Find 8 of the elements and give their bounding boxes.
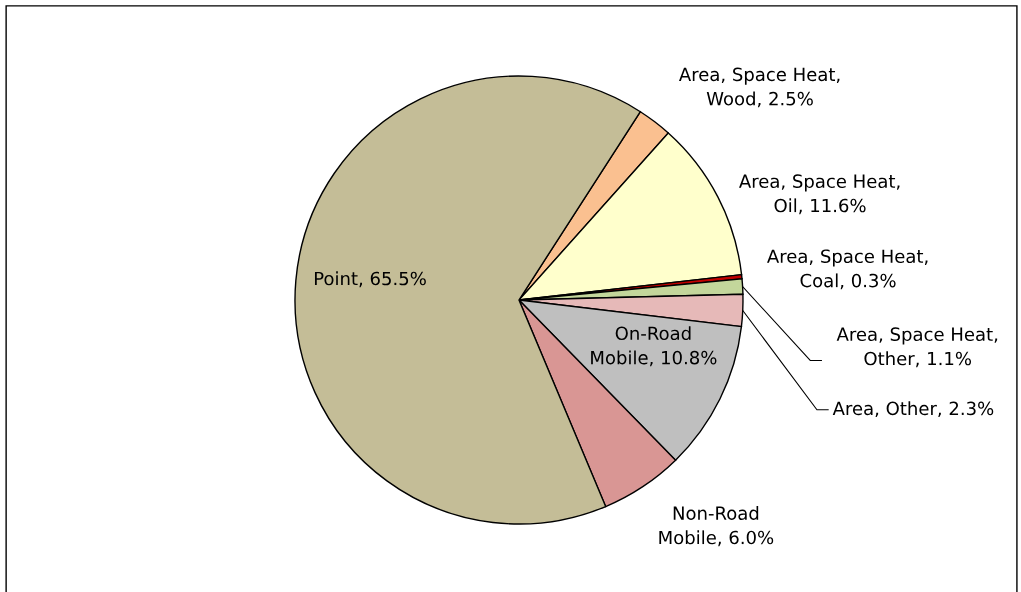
slice-label: Area, Space Heat, Other, 1.1% — [836, 327, 998, 368]
slice-label: Area, Space Heat, Wood, 2.5% — [678, 67, 840, 108]
slice-label: Area, Space Heat, Coal, 0.3% — [767, 249, 928, 290]
slice-label: Point, 65.5% — [314, 271, 426, 288]
slice-label: Area, Other, 2.3% — [832, 401, 994, 418]
slice-label: On-Road Mobile, 10.8% — [591, 326, 717, 367]
slice-label: Non-Road Mobile, 6.0% — [659, 506, 774, 547]
slice-label: Area, Space Heat, Oil, 11.6% — [739, 174, 900, 215]
